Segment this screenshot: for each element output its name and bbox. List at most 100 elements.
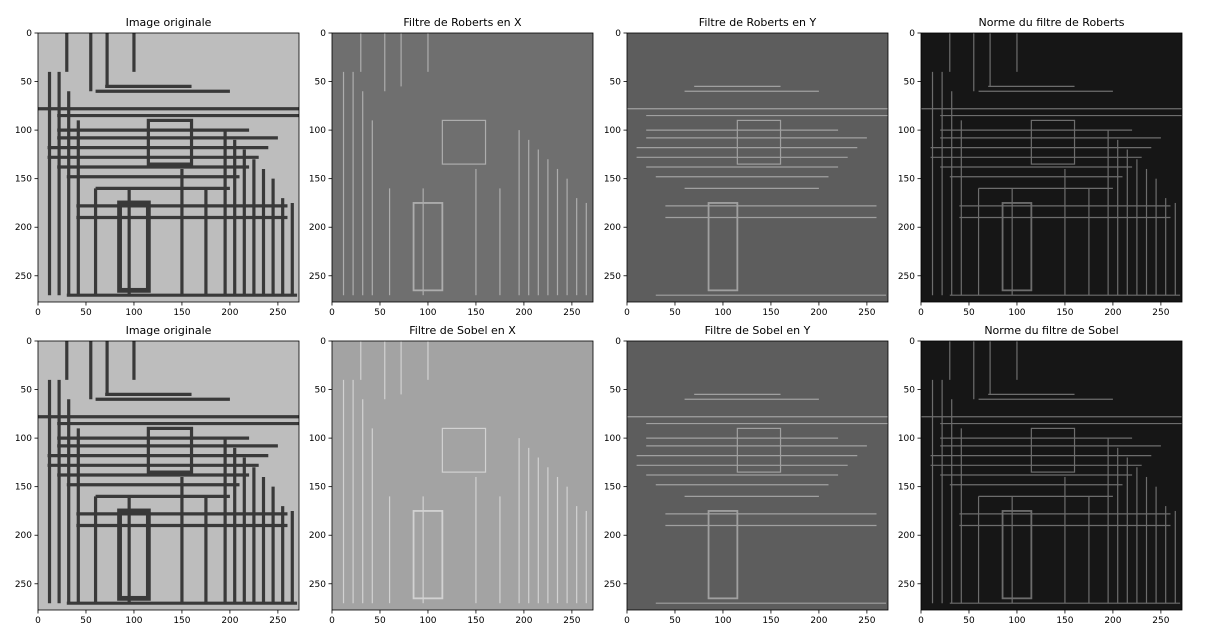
y-tick-label: 250	[604, 580, 621, 590]
x-tick-label: 100	[1008, 616, 1025, 626]
panel-title: Norme du filtre de Sobel	[984, 324, 1118, 337]
y-tick-label: 50	[21, 386, 33, 396]
subplot-r0-c1: Filtre de Roberts en X 0 50 100 150 200 250 0 50…	[309, 16, 593, 318]
y-tick-label: 150	[604, 483, 621, 493]
x-tick-label: 50	[963, 616, 975, 626]
x-tick-label: 50	[374, 616, 386, 626]
y-tick-label: 150	[15, 175, 32, 185]
panels-grid: Image originale 0 50 100 150 200 250 0 50 100 150 2…	[15, 16, 1182, 626]
y-tick-label: 0	[909, 337, 915, 347]
x-tick-label: 100	[419, 616, 436, 626]
x-tick-label: 50	[669, 308, 681, 318]
panel-title: Filtre de Roberts en Y	[699, 16, 817, 29]
y-tick-label: 0	[26, 337, 32, 347]
x-tick-label: 250	[858, 616, 875, 626]
x-tick-label: 200	[810, 616, 827, 626]
x-tick-label: 250	[563, 308, 580, 318]
y-tick-label: 250	[898, 580, 915, 590]
panel-title: Norme du filtre de Roberts	[978, 16, 1124, 29]
x-tick-label: 50	[963, 308, 975, 318]
y-tick-label: 250	[15, 580, 32, 590]
x-tick-label: 200	[1104, 308, 1121, 318]
x-tick-label: 150	[1056, 616, 1073, 626]
y-tick-label: 0	[909, 29, 915, 39]
y-tick-label: 250	[309, 272, 326, 282]
x-tick-label: 150	[173, 308, 190, 318]
x-tick-label: 50	[669, 616, 681, 626]
x-tick-label: 0	[35, 308, 41, 318]
panel-title: Filtre de Sobel en X	[409, 324, 516, 337]
y-tick-label: 150	[309, 483, 326, 493]
y-tick-label: 100	[15, 434, 32, 444]
y-tick-label: 200	[604, 223, 621, 233]
y-tick-label: 200	[898, 531, 915, 541]
y-tick-label: 50	[904, 78, 916, 88]
x-tick-label: 200	[810, 308, 827, 318]
x-tick-label: 250	[1152, 616, 1169, 626]
y-tick-label: 200	[309, 531, 326, 541]
y-tick-label: 150	[604, 175, 621, 185]
x-tick-label: 150	[762, 308, 779, 318]
y-tick-label: 100	[898, 126, 915, 136]
panel-title: Filtre de Sobel en Y	[705, 324, 811, 337]
x-tick-label: 200	[1104, 616, 1121, 626]
x-tick-label: 0	[624, 308, 630, 318]
y-tick-label: 100	[604, 126, 621, 136]
y-tick-label: 250	[309, 580, 326, 590]
subplot-r0-c2: Filtre de Roberts en Y 0 50 100 150 200 250 0 50…	[604, 16, 888, 318]
image-background	[332, 33, 593, 302]
x-tick-label: 0	[329, 616, 335, 626]
x-tick-label: 150	[762, 616, 779, 626]
y-tick-label: 0	[320, 337, 326, 347]
panel-title: Image originale	[126, 16, 212, 29]
y-tick-label: 50	[610, 78, 622, 88]
y-tick-label: 100	[604, 434, 621, 444]
y-tick-label: 50	[315, 386, 327, 396]
x-tick-label: 100	[714, 616, 731, 626]
x-tick-label: 200	[515, 616, 532, 626]
x-tick-label: 150	[467, 616, 484, 626]
x-tick-label: 100	[125, 308, 142, 318]
x-tick-label: 100	[419, 308, 436, 318]
x-tick-label: 200	[221, 616, 238, 626]
y-tick-label: 250	[604, 272, 621, 282]
y-tick-label: 150	[309, 175, 326, 185]
x-tick-label: 50	[80, 308, 92, 318]
y-tick-label: 0	[320, 29, 326, 39]
y-tick-label: 50	[315, 78, 327, 88]
y-tick-label: 250	[898, 272, 915, 282]
x-tick-label: 250	[269, 616, 286, 626]
subplot-r0-c0: Image originale 0 50 100 150 200 250 0 50 100 150 2…	[15, 16, 299, 318]
y-tick-label: 50	[21, 78, 33, 88]
subplot-r1-c2: Filtre de Sobel en Y 0 50 100 150 200 250 0 50 10…	[604, 324, 888, 626]
y-tick-label: 200	[15, 223, 32, 233]
x-tick-label: 0	[329, 308, 335, 318]
y-tick-label: 200	[309, 223, 326, 233]
x-tick-label: 50	[80, 616, 92, 626]
x-tick-label: 250	[269, 308, 286, 318]
x-tick-label: 100	[1008, 308, 1025, 318]
subplot-r1-c0: Image originale0 50 100 150 200 2500501001502…	[15, 324, 299, 626]
x-tick-label: 250	[1152, 308, 1169, 318]
x-tick-label: 0	[918, 308, 924, 318]
x-tick-label: 250	[563, 616, 580, 626]
x-tick-label: 0	[624, 616, 630, 626]
y-tick-label: 200	[604, 531, 621, 541]
image-background	[332, 341, 593, 610]
y-tick-label: 150	[898, 175, 915, 185]
x-tick-label: 0	[918, 616, 924, 626]
x-tick-label: 150	[173, 616, 190, 626]
y-tick-label: 150	[898, 483, 915, 493]
y-tick-label: 100	[898, 434, 915, 444]
x-tick-label: 250	[858, 308, 875, 318]
panel-title: Image originale	[126, 324, 212, 337]
panel-title: Filtre de Roberts en X	[403, 16, 522, 29]
y-tick-label: 200	[898, 223, 915, 233]
subplot-r1-c1: Filtre de Sobel en X 0 50 100 150 200 250 0 50 10…	[309, 324, 593, 626]
x-tick-label: 0	[35, 616, 41, 626]
y-tick-label: 100	[15, 126, 32, 136]
y-tick-label: 0	[26, 29, 32, 39]
y-tick-label: 200	[15, 531, 32, 541]
x-tick-label: 100	[714, 308, 731, 318]
y-tick-label: 50	[610, 386, 622, 396]
